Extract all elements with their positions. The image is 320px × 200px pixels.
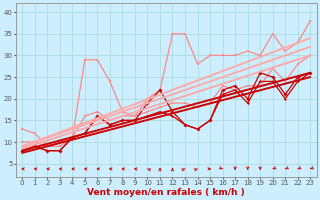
- X-axis label: Vent moyen/en rafales ( km/h ): Vent moyen/en rafales ( km/h ): [87, 188, 245, 197]
